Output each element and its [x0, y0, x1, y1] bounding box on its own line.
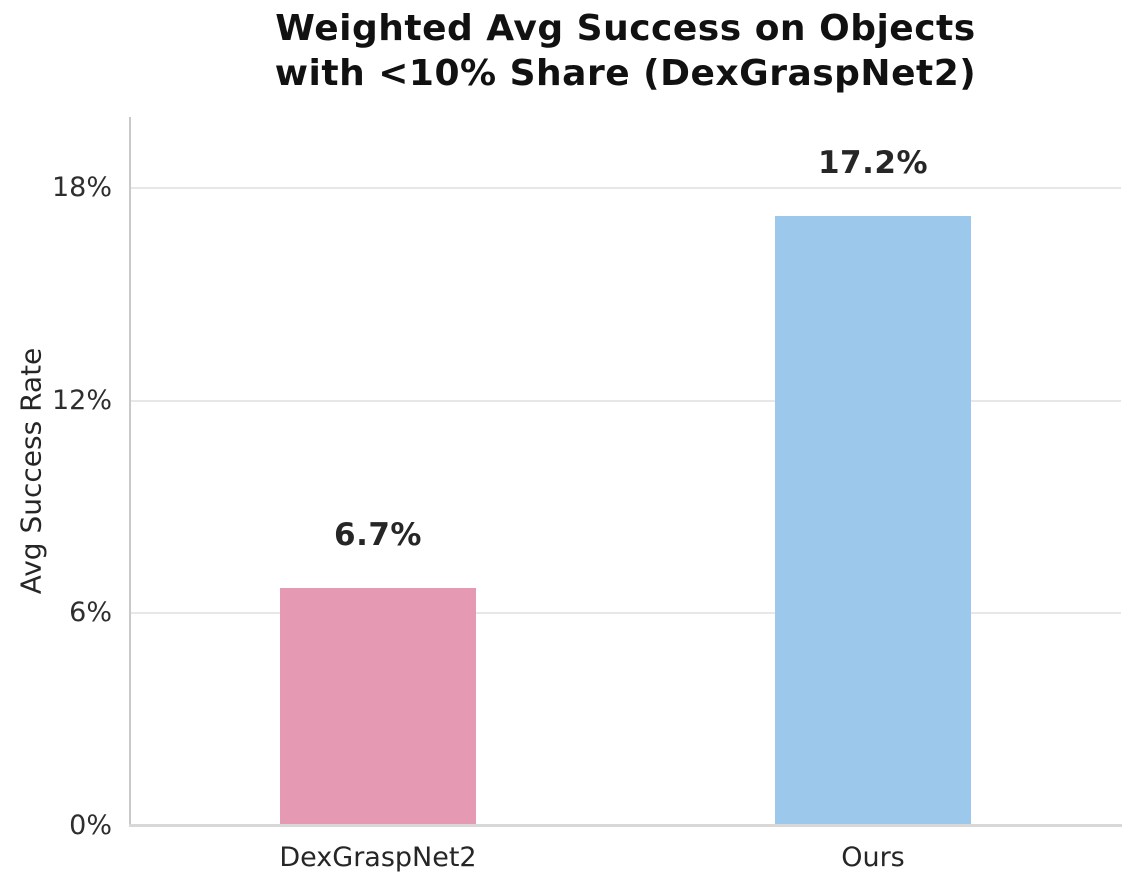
- plot-area: [130, 117, 1121, 826]
- y-axis-spine: [129, 117, 131, 826]
- y-tick-label: 6%: [69, 597, 112, 628]
- y-tick-label: 18%: [51, 172, 112, 203]
- chart-title: Weighted Avg Success on Objects with <10…: [274, 8, 977, 94]
- bar-value-label: 17.2%: [817, 145, 929, 181]
- bar-dexgraspnet2: [280, 588, 476, 826]
- y-tick-label: 0%: [69, 810, 112, 841]
- x-tick-label: DexGraspNet2: [279, 842, 477, 873]
- bar-value-label: 6.7%: [334, 517, 422, 553]
- x-axis-spine: [129, 824, 1122, 827]
- gridline: [130, 187, 1121, 189]
- gridline: [130, 400, 1121, 402]
- y-tick-label: 12%: [51, 385, 112, 416]
- bar-ours: [775, 216, 971, 826]
- x-tick-label: Ours: [841, 842, 905, 873]
- gridline: [130, 612, 1121, 614]
